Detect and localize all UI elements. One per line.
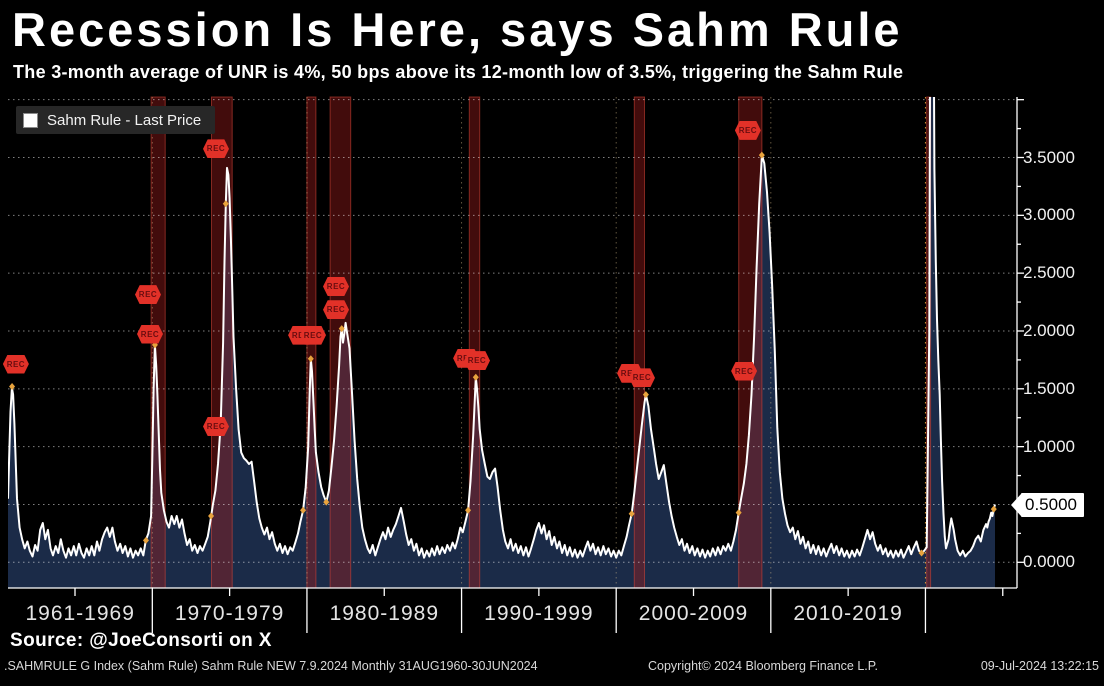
trigger-marker	[465, 506, 472, 514]
recession-band	[738, 96, 763, 589]
trigger-marker	[307, 355, 314, 363]
series-line	[8, 97, 996, 559]
trigger-marker	[9, 383, 16, 391]
trigger-marker	[628, 510, 635, 518]
trigger-marker	[300, 506, 307, 514]
trigger-marker	[323, 498, 330, 506]
recession-band	[468, 96, 481, 589]
trigger-marker	[338, 325, 345, 333]
trigger-marker	[222, 200, 229, 208]
trigger-marker	[142, 536, 149, 544]
trigger-marker	[642, 391, 649, 399]
trigger-marker	[758, 151, 765, 159]
trigger-marker	[735, 509, 742, 517]
recession-band	[306, 96, 317, 589]
trigger-marker	[990, 505, 997, 513]
trigger-marker	[472, 373, 479, 381]
trigger-marker	[208, 512, 215, 520]
trigger-marker	[918, 549, 925, 557]
recession-band	[211, 96, 233, 589]
recession-band	[150, 96, 166, 589]
series-area	[8, 97, 995, 588]
recession-band	[633, 96, 645, 589]
